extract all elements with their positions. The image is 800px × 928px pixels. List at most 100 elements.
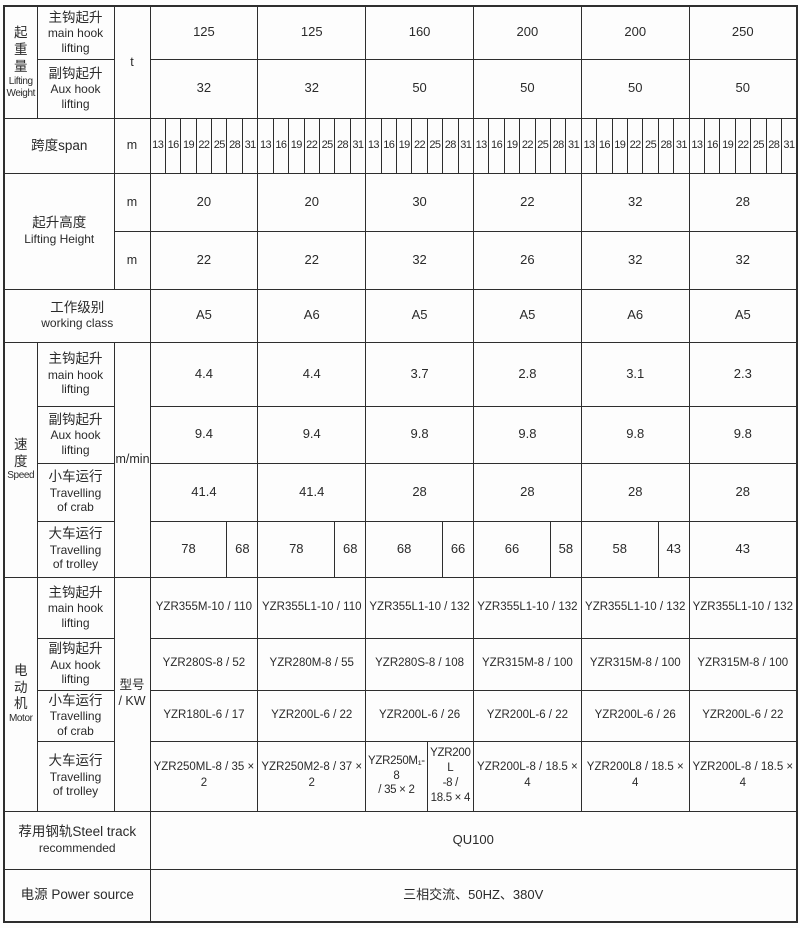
value-cell: 9.8 (472, 405, 582, 464)
value-cell: 68 (365, 520, 444, 578)
unit-cell: m (113, 230, 151, 290)
value-cell: 28 (688, 172, 798, 232)
value-cell: A6 (257, 288, 367, 343)
span-value-cell: 16 (272, 117, 290, 174)
value-cell: YZR280S-8 / 52 (149, 637, 259, 691)
value-cell: 32 (580, 230, 690, 290)
span-value-cell: 16 (596, 117, 613, 174)
span-value-cell: 13 (365, 117, 382, 174)
table-row: 副钩起升 Aux hook lifting YZR280S-8 / 52 YZR280M… (4, 637, 798, 691)
span-value-cell: 13 (472, 117, 490, 174)
text-line: Motor (8, 713, 33, 725)
value-cell: 200 (472, 5, 582, 60)
text-line: of crab (57, 723, 94, 738)
value-cell: 28 (365, 462, 474, 522)
value-cell: YZR315M-8 / 100 (472, 637, 582, 691)
value-cell: YZR200L-6 / 26 (365, 689, 474, 742)
value-cell: YZR280M-8 / 55 (257, 637, 367, 691)
span-value-cell: 22 (626, 117, 644, 174)
value-cell: 9.8 (580, 405, 690, 464)
text-line: 小车运行 (48, 469, 103, 485)
value-cell: 50 (365, 58, 474, 119)
value-cell: 66 (472, 520, 551, 578)
text-line: Lifting Height (24, 231, 95, 246)
row-label: 大车运行 Travelling of trolley (36, 520, 115, 578)
value-cell: QU100 (149, 810, 798, 870)
text-line: / KW (118, 694, 146, 708)
text-line: / 35 × 2 (378, 784, 415, 797)
span-value-cell: 13 (688, 117, 706, 174)
span-value-cell: 19 (288, 117, 305, 174)
row-label: 起升高度 Lifting Height (3, 172, 115, 290)
text-line: Lifting (8, 75, 33, 87)
value-cell: 30 (365, 172, 474, 232)
text-line: main hook (47, 26, 104, 41)
value-cell: 3.7 (365, 341, 474, 407)
span-value-cell: 19 (719, 117, 736, 174)
text-line: 机 (14, 696, 28, 712)
text-line: of trolley (52, 784, 99, 799)
row-label: 副钩起升 Aux hook lifting (36, 58, 115, 119)
value-cell: YZR200L-6 / 22 (257, 689, 367, 742)
value-cell: 22 (472, 172, 582, 232)
value-cell: YZR355L1-10 / 132 (472, 576, 582, 639)
text-line: Aux hook (50, 428, 101, 443)
span-value-cell: 19 (611, 117, 628, 174)
value-cell: YZR315M-8 / 100 (688, 637, 798, 691)
text-line: 动 (14, 679, 28, 695)
text-line: 主钩起升 (48, 9, 103, 25)
span-value-cell: 22 (734, 117, 752, 174)
value-cell: 22 (149, 230, 259, 290)
text-line: of crab (57, 500, 94, 515)
span-value-cell: 31 (673, 117, 690, 174)
text-line: 小车运行 (48, 692, 103, 708)
table-row: 电动机 Motor 主钩起升 main hook lifting 型号 / KW YZR355… (3, 576, 798, 812)
value-cell: YZR200L-8 / 18.5 × 4 (688, 740, 798, 812)
span-value-cell: 13 (257, 117, 274, 174)
row-label: 工作级别 working class (3, 288, 151, 343)
text-line: Aux hook (50, 82, 101, 97)
text-line: lifting (61, 615, 90, 630)
text-line: 大车运行 (48, 753, 103, 769)
text-line: Travelling (49, 542, 102, 557)
value-cell: YZR250M₁-8 / 35 × 2 (365, 740, 428, 812)
value-cell: YZR355M-10 / 110 (149, 576, 259, 639)
text-line: Aux hook (50, 657, 101, 672)
value-cell: 28 (472, 462, 582, 522)
value-cell: 58 (549, 520, 582, 578)
value-cell: 68 (226, 520, 259, 578)
value-cell: 32 (688, 230, 798, 290)
text-line: YZR250M₁-8 (368, 754, 425, 782)
value-cell: 50 (688, 58, 798, 119)
value-cell: 68 (334, 520, 367, 578)
row-label: 电源 Power source (3, 868, 151, 923)
value-cell: A5 (149, 288, 259, 343)
span-value-cell: 25 (318, 117, 336, 174)
value-cell: 200 (580, 5, 690, 60)
text-line: 型号 (119, 678, 145, 693)
text-line: 副钩起升 (48, 65, 103, 81)
span-value-cell: 19 (395, 117, 413, 174)
value-cell: 三相交流、50HZ、380V (149, 868, 798, 923)
span-value-cell: 28 (657, 117, 675, 174)
row-group-label: 电动机 Motor (3, 576, 38, 812)
table-row: 小车运行 Travelling of crab 41.4 41.4 28 28 28 28 (4, 462, 798, 522)
table-row: m 22 22 32 26 32 32 (4, 230, 798, 290)
span-value-cell: 28 (226, 117, 243, 174)
text-line: lifting (61, 96, 90, 111)
unit-cell: t (113, 5, 151, 119)
value-cell: 125 (257, 5, 367, 60)
span-value-cell: 13 (149, 117, 166, 174)
span-value-cell: 25 (642, 117, 659, 174)
unit-cell: m/min (113, 341, 151, 578)
text-line: 副钩起升 (48, 641, 103, 657)
text-line: lifting (61, 442, 90, 457)
span-value-cell: 25 (750, 117, 767, 174)
row-label: 大车运行 Travelling of trolley (36, 740, 115, 812)
span-value-cell: 28 (334, 117, 351, 174)
span-value-cell: 25 (426, 117, 444, 174)
value-cell: YZR200L8 / 18.5 × 4 (580, 740, 690, 812)
value-cell: 50 (580, 58, 690, 119)
table-row: 电源 Power source 三相交流、50HZ、380V (3, 868, 798, 923)
unit-cell: m (113, 172, 151, 232)
